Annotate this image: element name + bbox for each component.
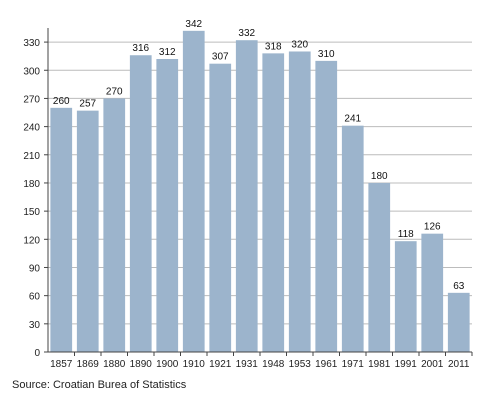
data-label: 257 <box>79 99 96 110</box>
data-label: 342 <box>185 19 202 30</box>
data-label: 63 <box>453 281 465 292</box>
y-tick-label: 120 <box>23 235 40 246</box>
x-tick-label: 1869 <box>77 359 100 370</box>
data-label: 260 <box>53 96 70 107</box>
data-label: 316 <box>132 43 149 54</box>
data-label: 310 <box>318 49 335 60</box>
data-labels: 260 257 270 316 312 342 307 332 318 320 310 241 180 1… <box>53 19 465 292</box>
y-tick-label: 150 <box>23 207 40 218</box>
bar <box>209 63 232 353</box>
data-label: 241 <box>344 114 361 125</box>
bar <box>182 30 205 353</box>
data-label: 180 <box>371 171 388 182</box>
x-tick-label: 2011 <box>448 359 470 370</box>
y-tick-label: 90 <box>29 263 41 274</box>
bar <box>368 182 391 352</box>
y-tick-label: 240 <box>23 123 40 134</box>
y-tick-label: 300 <box>23 66 40 77</box>
bar <box>76 110 99 352</box>
bar <box>421 233 444 352</box>
x-tick-label: 1900 <box>156 359 179 370</box>
bar <box>50 107 73 353</box>
y-tick-label: 30 <box>29 320 41 331</box>
x-tick-label: 1948 <box>262 359 285 370</box>
x-tick-label: 1981 <box>368 359 391 370</box>
bars <box>50 30 470 353</box>
y-tick-label: 210 <box>23 151 40 162</box>
x-tick-label: 1857 <box>50 359 73 370</box>
x-tick-label: 1921 <box>209 359 232 370</box>
data-label: 307 <box>212 52 229 63</box>
source-note: Source: Croatian Burea of Statistics <box>12 379 187 391</box>
x-tick-label: 1971 <box>342 359 365 370</box>
bar <box>262 53 285 353</box>
bar <box>103 98 126 352</box>
x-tick-label: 1880 <box>103 359 126 370</box>
bar <box>288 51 311 352</box>
bar <box>315 60 338 352</box>
y-tick-label: 180 <box>23 179 40 190</box>
bar <box>341 125 364 353</box>
x-tick-label: 1890 <box>130 359 153 370</box>
x-tick-label: 1931 <box>236 359 259 370</box>
x-tick-label: 1953 <box>289 359 312 370</box>
y-tick-label: 330 <box>23 38 40 49</box>
bar <box>129 55 152 353</box>
bar <box>156 58 179 352</box>
data-label: 320 <box>291 39 308 50</box>
data-label: 332 <box>238 28 255 39</box>
data-label: 312 <box>159 47 176 58</box>
x-tick-label: 1910 <box>183 359 206 370</box>
y-tick-label: 0 <box>34 348 40 359</box>
data-label: 126 <box>424 222 441 233</box>
data-label: 318 <box>265 41 282 52</box>
data-label: 270 <box>106 86 123 97</box>
y-tick-label: 270 <box>23 94 40 105</box>
y-tick-label: 60 <box>29 292 41 303</box>
bar <box>394 241 417 352</box>
bar <box>235 40 258 353</box>
x-tick-label: 1991 <box>395 359 418 370</box>
data-label: 118 <box>398 229 414 240</box>
x-tick-label: 1961 <box>315 359 338 370</box>
bar <box>447 292 470 352</box>
x-tick-label: 2001 <box>421 359 444 370</box>
